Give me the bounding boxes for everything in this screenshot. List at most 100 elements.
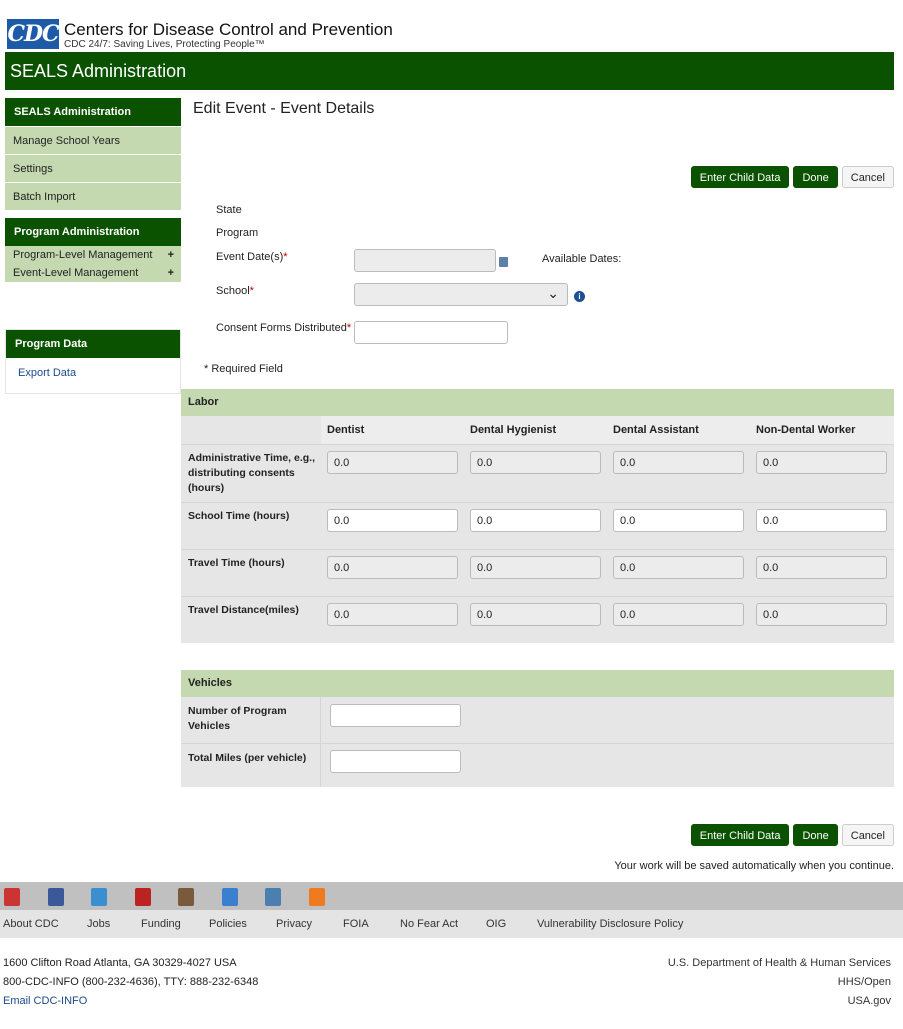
plus-icon[interactable]: +	[167, 249, 174, 261]
footer-link[interactable]: Vulnerability Disclosure Policy	[537, 918, 684, 930]
labor-input[interactable]: 0.0	[756, 451, 887, 474]
footer-link[interactable]: Funding	[141, 918, 181, 930]
sidebar-item-settings[interactable]: Settings	[5, 154, 181, 182]
labor-input[interactable]: 0.0	[613, 603, 744, 626]
bottom-actions: Enter Child Data Done Cancel	[690, 824, 894, 846]
hhs-open-link[interactable]: HHS/Open	[837, 976, 891, 988]
cancel-button[interactable]: Cancel	[841, 166, 894, 188]
email-cdc-info-link[interactable]: Email CDC-INFO	[3, 995, 88, 1007]
sidebar-item-event-level[interactable]: Event-Level Management +	[5, 264, 181, 282]
labor-input[interactable]: 0.0	[756, 603, 887, 626]
column-header: Dental Hygienist	[470, 424, 557, 436]
podcast-icon[interactable]	[221, 888, 238, 906]
labor-input[interactable]: 0.0	[327, 603, 458, 626]
org-name: Centers for Disease Control and Preventi…	[64, 20, 393, 39]
school-label: School*	[216, 285, 254, 297]
instagram-icon[interactable]	[178, 888, 194, 906]
enter-child-data-button[interactable]: Enter Child Data	[690, 166, 790, 188]
social-bar	[0, 882, 903, 910]
required-asterisk: *	[346, 322, 352, 334]
row-label: Total Miles (per vehicle)	[181, 744, 321, 787]
footer-link[interactable]: No Fear Act	[400, 918, 459, 930]
labor-input[interactable]: 0.0	[470, 509, 601, 532]
done-button[interactable]: Done	[793, 166, 838, 188]
usa-gov-link[interactable]: USA.gov	[847, 995, 891, 1007]
labor-input[interactable]: 0.0	[327, 556, 458, 579]
sidebar-seals: SEALS Administration Manage School Years…	[5, 98, 181, 210]
labor-input[interactable]: 0.0	[327, 509, 458, 532]
sidebar-program: Program Administration Program-Level Man…	[5, 218, 181, 282]
sidebar-header-seals[interactable]: SEALS Administration	[5, 98, 181, 126]
column-header: Dental Assistant	[613, 424, 699, 436]
top-actions: Enter Child Data Done Cancel	[690, 166, 894, 188]
available-dates-label: Available Dates:	[542, 253, 622, 265]
sidebar-item-label: Event-Level Management	[13, 267, 139, 279]
labor-input[interactable]: 0.0	[470, 603, 601, 626]
consent-forms-input[interactable]	[354, 321, 508, 344]
footer-link[interactable]: OIG	[486, 918, 507, 930]
labor-input[interactable]: 0.0	[613, 556, 744, 579]
info-icon[interactable]: i	[574, 291, 585, 302]
row-label: Travel Time (hours)	[181, 549, 321, 596]
labor-input[interactable]: 0.0	[756, 509, 887, 532]
facebook-icon[interactable]	[47, 888, 64, 906]
required-note: * Required Field	[204, 363, 283, 375]
footer-link[interactable]: FOIA	[343, 918, 369, 930]
footer-links-bar	[0, 910, 903, 938]
page-title: Edit Event - Event Details	[193, 100, 375, 117]
footer-link[interactable]: Jobs	[87, 918, 111, 930]
required-asterisk: *	[283, 251, 288, 263]
program-vehicles-input[interactable]	[330, 704, 461, 727]
footer-link[interactable]: Privacy	[276, 918, 313, 930]
total-miles-input[interactable]	[330, 750, 461, 773]
label-text: Consent Forms Distributed	[216, 322, 347, 334]
sidebar-item-batch-import[interactable]: Batch Import	[5, 182, 181, 210]
labor-input[interactable]: 0.0	[756, 556, 887, 579]
footer-phone: 800-CDC-INFO (800-232-4636), TTY: 888-23…	[3, 976, 259, 988]
twitter-icon[interactable]	[91, 888, 107, 906]
program-label: Program	[216, 227, 259, 239]
hhs-link[interactable]: U.S. Department of Health & Human Servic…	[667, 957, 891, 969]
label-text: Event Date(s)	[216, 251, 284, 263]
vehicles-header: Vehicles	[181, 670, 894, 697]
column-header: Non-Dental Worker	[756, 424, 856, 436]
column-header: Dentist	[327, 424, 365, 436]
state-label: State	[216, 204, 242, 216]
event-date-input[interactable]	[354, 249, 496, 272]
sidebar-header-program[interactable]: Program Administration	[5, 218, 181, 246]
cdc-tv-icon[interactable]	[265, 888, 281, 906]
row-label: School Time (hours)	[181, 502, 321, 549]
row-label: Number of Program Vehicles	[181, 697, 321, 743]
labor-input[interactable]: 0.0	[470, 556, 601, 579]
done-button[interactable]: Done	[793, 824, 838, 846]
export-data-link[interactable]: Export Data	[18, 367, 77, 379]
event-date-label: Event Date(s)*	[216, 251, 288, 263]
calendar-icon[interactable]	[499, 257, 508, 267]
enter-child-data-button[interactable]: Enter Child Data	[690, 824, 790, 846]
rss-icon[interactable]	[308, 888, 325, 906]
footer-link[interactable]: About CDC	[3, 918, 59, 930]
sidebar-item-label: Program-Level Management	[13, 249, 153, 261]
app-banner: SEALS Administration	[5, 52, 894, 90]
plus-icon[interactable]: +	[167, 267, 174, 279]
footer-link[interactable]: Policies	[209, 918, 247, 930]
youtube-icon[interactable]	[134, 888, 151, 906]
labor-input[interactable]: 0.0	[613, 509, 744, 532]
required-asterisk: *	[249, 285, 254, 297]
labor-input[interactable]: 0.0	[613, 451, 744, 474]
row-label: Administrative Time, e.g., distributing …	[181, 444, 321, 502]
cancel-button[interactable]: Cancel	[841, 824, 894, 846]
sidebar-item-program-level[interactable]: Program-Level Management +	[5, 246, 181, 264]
autosave-note: Your work will be saved automatically wh…	[614, 860, 894, 872]
labor-input[interactable]: 0.0	[470, 451, 601, 474]
vehicles-table: Number of Program Vehicles Total Miles (…	[181, 697, 894, 787]
labor-header: Labor	[181, 389, 894, 416]
email-icon[interactable]	[4, 888, 20, 906]
sidebar-item-manage-school-years[interactable]: Manage School Years	[5, 126, 181, 154]
sidebar-header-program-data: Program Data	[6, 330, 180, 358]
chevron-down-icon: ⌄	[547, 285, 559, 301]
labor-input[interactable]: 0.0	[327, 451, 458, 474]
footer-address: 1600 Clifton Road Atlanta, GA 30329-4027…	[3, 957, 237, 969]
cdc-logo[interactable]: CDC	[7, 19, 60, 49]
school-select[interactable]: ⌄	[354, 283, 568, 306]
